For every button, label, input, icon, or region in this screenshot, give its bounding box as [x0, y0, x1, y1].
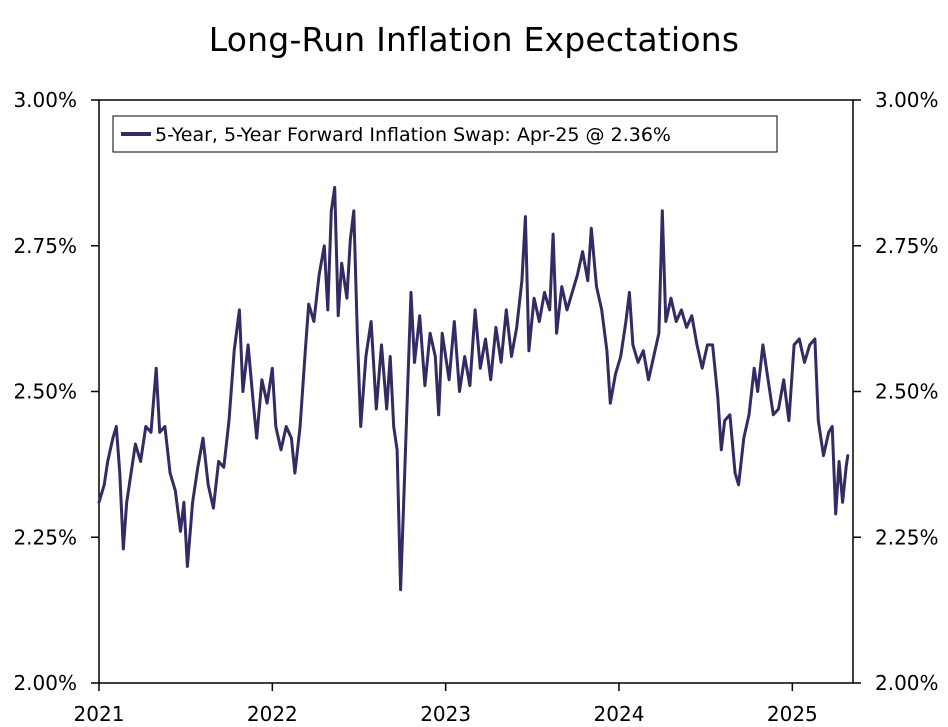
y-tick-label-right: 2.75%	[875, 234, 939, 258]
x-tick-label: 2021	[74, 702, 125, 726]
y-tick-label-right: 2.25%	[875, 525, 939, 549]
y-axis-left: 3.00% 2.75% 2.50% 2.25% 2.00%	[13, 88, 99, 695]
legend: 5-Year, 5-Year Forward Inflation Swap: A…	[112, 115, 778, 153]
y-tick-label-left: 2.25%	[13, 525, 77, 549]
y-tick-label-left: 2.00%	[13, 671, 77, 695]
x-tick-label: 2023	[420, 702, 471, 726]
x-axis: 2021 2022 2023 2024 2025	[74, 683, 818, 726]
legend-label: 5-Year, 5-Year Forward Inflation Swap: A…	[155, 124, 671, 146]
y-tick-label-right: 2.50%	[875, 380, 939, 404]
series-line-5y5y-inflation-swap	[97, 185, 850, 592]
x-tick-label: 2022	[247, 702, 298, 726]
y-tick-label-right: 2.00%	[875, 671, 939, 695]
y-tick-label-left: 3.00%	[13, 88, 77, 112]
plot-area-frame	[98, 99, 854, 684]
series-layer	[97, 185, 850, 592]
x-tick-label: 2025	[767, 702, 818, 726]
y-tick-label-right: 3.00%	[875, 88, 939, 112]
x-tick-label: 2024	[594, 702, 645, 726]
y-tick-label-left: 2.50%	[13, 380, 77, 404]
legend-box	[112, 115, 778, 153]
y-axis-right: 3.00% 2.75% 2.50% 2.25% 2.00%	[853, 88, 939, 695]
chart-title: Long-Run Inflation Expectations	[208, 20, 740, 59]
y-tick-label-left: 2.75%	[13, 234, 77, 258]
